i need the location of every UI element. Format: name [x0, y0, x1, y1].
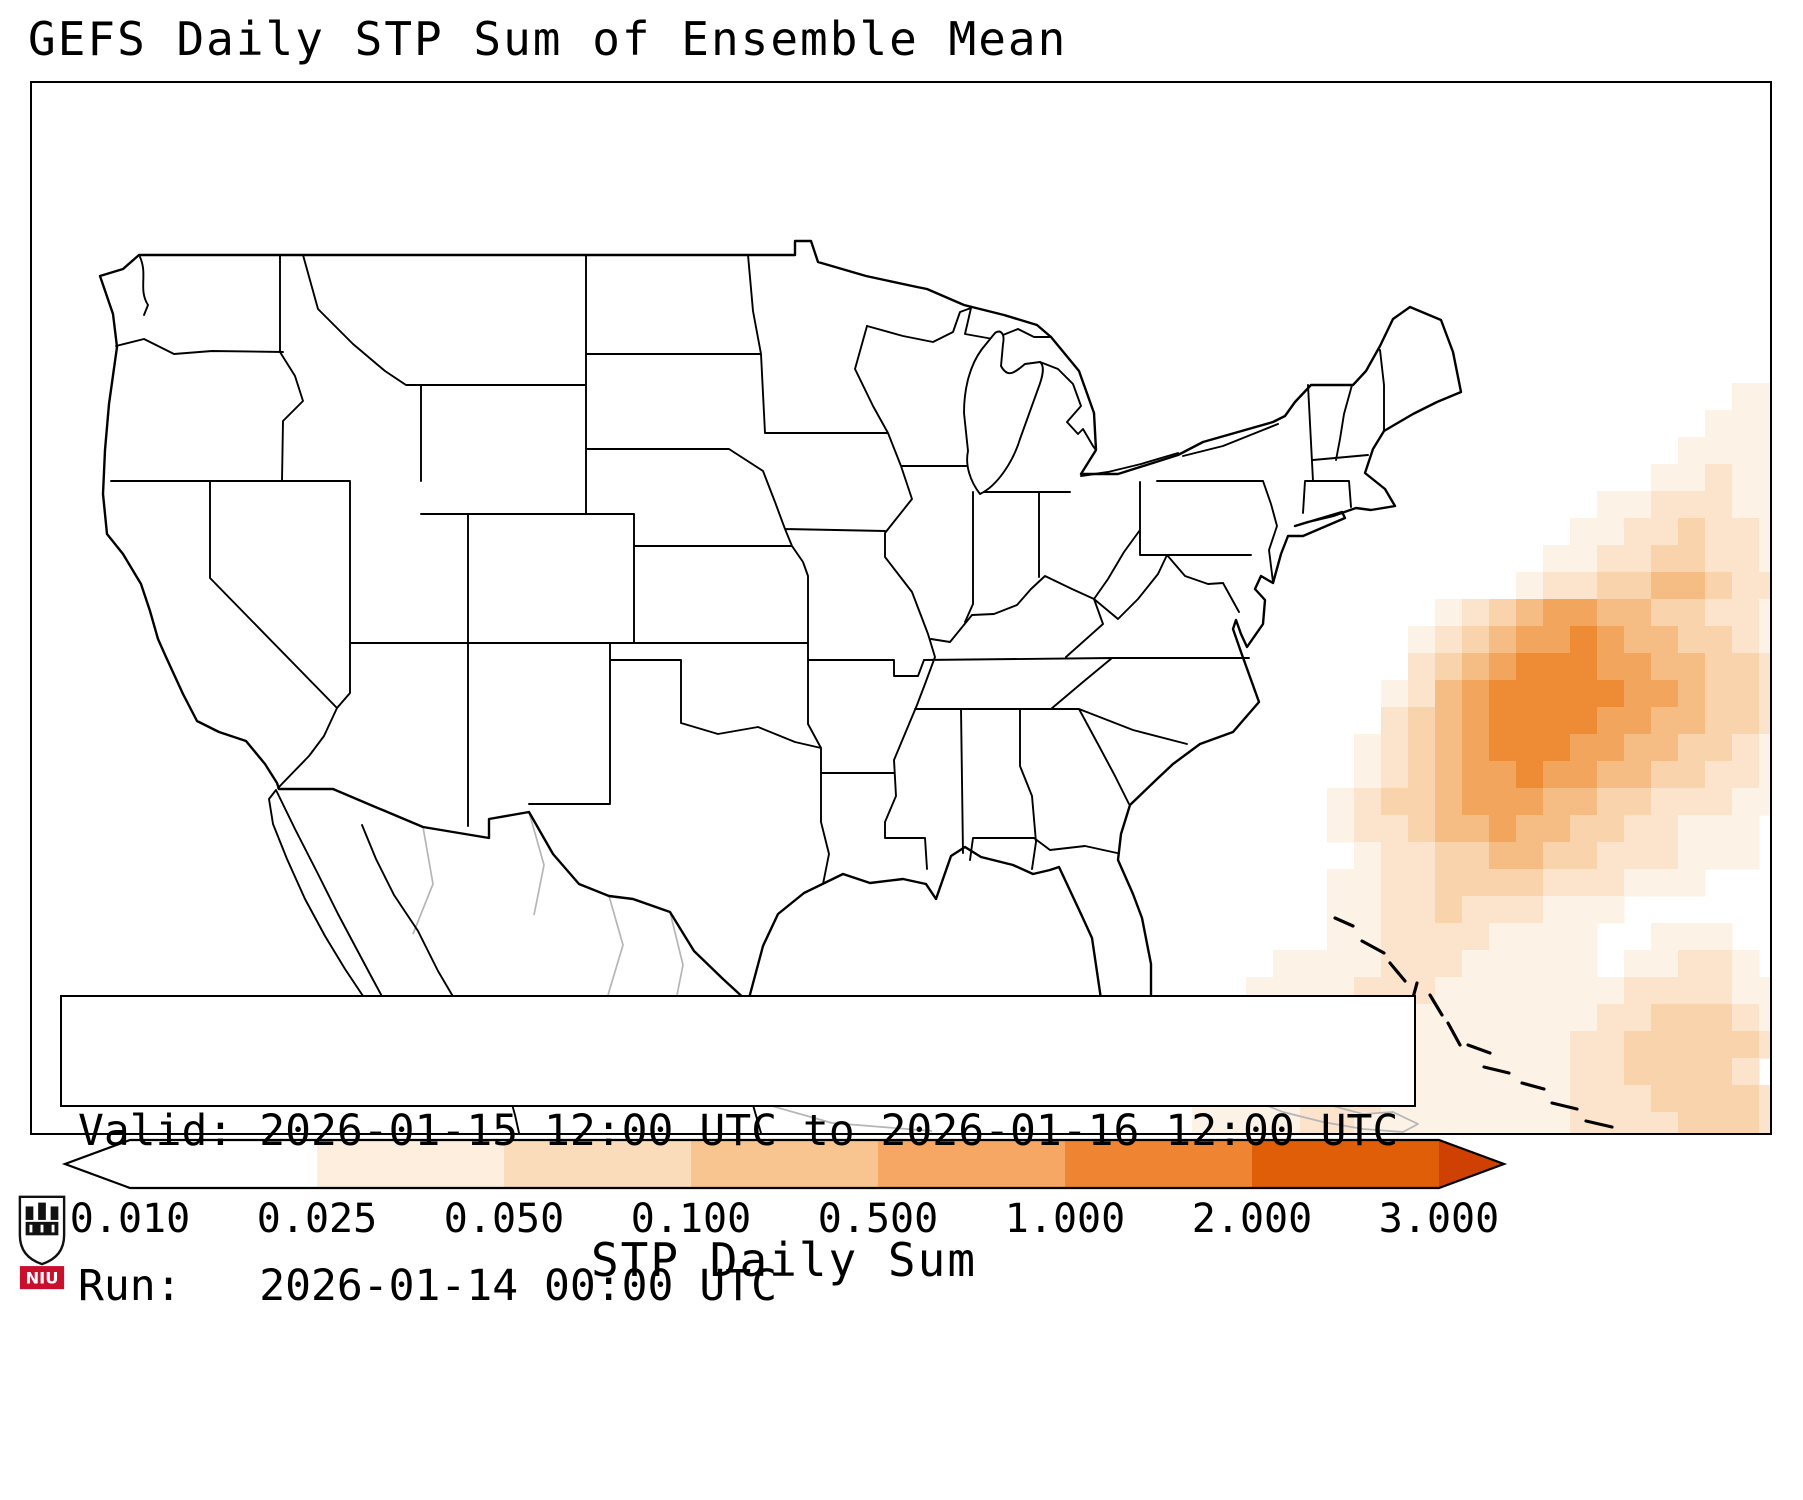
lake-superior-shore: [866, 307, 1052, 343]
us-outer-boundary: [98, 239, 1463, 1027]
colorbar-tick-label: 1.000: [1005, 1196, 1125, 1242]
colorbar-over-arrow: [1439, 1140, 1504, 1188]
plot-title: GEFS Daily STP Sum of Ensemble Mean: [28, 12, 1068, 66]
colorbar-segments: [130, 1140, 1440, 1188]
lake-michigan: [963, 330, 1044, 495]
puget-sound: [139, 256, 149, 316]
colorbar-tick-label: 0.100: [631, 1196, 751, 1242]
colorbar-axis-label: STP Daily Sum: [590, 1233, 978, 1287]
colorbar-tick-label: 0.050: [444, 1196, 564, 1242]
colorbar-tick-label: 0.025: [257, 1196, 377, 1242]
lake-ontario-shore: [1182, 423, 1279, 457]
colorbar-tick-label: 3.000: [1379, 1196, 1499, 1242]
colorbar-tick-label: 0.500: [818, 1196, 938, 1242]
colorbar-svg: 0.010 0.025 0.050 0.100 0.500 1.000 2.000 3.000: [61, 1138, 1508, 1242]
bahamas-islands: [1333, 916, 1614, 1129]
lake-erie-shore: [1080, 452, 1179, 477]
niu-castle-windows: [29, 1224, 55, 1233]
colorbar-outline: [61, 1138, 1508, 1190]
map-panel: Valid: 2026-01-15 12:00 UTC to 2026-01-1…: [30, 81, 1772, 1311]
colorbar-tick-labels: 0.010 0.025 0.050 0.100 0.500 1.000 2.000 3.000: [70, 1196, 1499, 1242]
colorbar-tick-label: 2.000: [1192, 1196, 1312, 1242]
niu-logo: NIU: [18, 1195, 66, 1290]
colorbar: 0.010 0.025 0.050 0.100 0.500 1.000 2.000 3.000: [30, 1138, 1550, 1253]
niu-text: NIU: [26, 1268, 59, 1287]
run-time-line: Run: 2026-01-14 00:00 UTC: [78, 1260, 777, 1311]
state-borders: [110, 254, 1385, 885]
valid-time-line: Valid: 2026-01-15 12:00 UTC to 2026-01-1…: [78, 1106, 1399, 1157]
colorbar-under-arrow: [65, 1140, 130, 1188]
map-svg: [98, 239, 1770, 1133]
niu-band: [19, 1266, 65, 1290]
stp-shading: [1192, 383, 1770, 1133]
colorbar-tick-label: 0.010: [70, 1196, 190, 1242]
valid-run-info-box: Valid: 2026-01-15 12:00 UTC to 2026-01-1…: [60, 995, 1416, 1311]
lake-huron-shore: [1039, 361, 1097, 451]
